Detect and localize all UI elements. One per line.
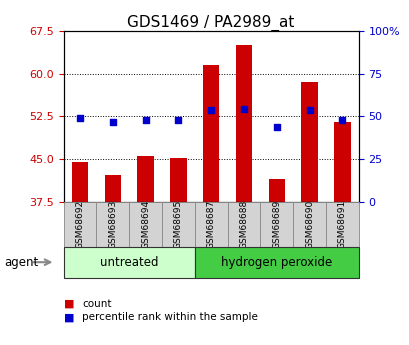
Text: untreated: untreated <box>100 256 158 269</box>
Bar <box>235 45 252 202</box>
Bar <box>63 247 194 278</box>
Point <box>273 124 279 129</box>
Text: GSM68690: GSM68690 <box>304 200 313 249</box>
Bar <box>227 202 260 247</box>
Bar <box>260 202 292 247</box>
Point <box>338 117 345 122</box>
Text: agent: agent <box>4 256 38 269</box>
Bar <box>72 162 88 202</box>
Text: percentile rank within the sample: percentile rank within the sample <box>82 313 257 322</box>
Bar <box>104 175 121 202</box>
Text: ■: ■ <box>63 299 74 308</box>
Text: hydrogen peroxide: hydrogen peroxide <box>220 256 332 269</box>
Point <box>142 117 148 122</box>
Text: GSM68692: GSM68692 <box>75 200 84 249</box>
Text: ■: ■ <box>63 313 74 322</box>
Text: count: count <box>82 299 111 308</box>
Bar <box>162 202 194 247</box>
Point <box>306 107 312 112</box>
Bar <box>96 202 129 247</box>
Point <box>76 115 83 121</box>
Point <box>207 107 214 112</box>
Bar <box>292 202 325 247</box>
Text: GSM68691: GSM68691 <box>337 200 346 249</box>
Text: GSM68695: GSM68695 <box>173 200 182 249</box>
Bar <box>194 202 227 247</box>
Point <box>175 117 181 122</box>
Text: GSM68687: GSM68687 <box>206 200 215 249</box>
Text: GSM68694: GSM68694 <box>141 200 150 249</box>
Bar <box>301 82 317 202</box>
Bar <box>170 158 186 202</box>
Title: GDS1469 / PA2989_at: GDS1469 / PA2989_at <box>127 15 294 31</box>
Text: GSM68688: GSM68688 <box>239 200 248 249</box>
Text: GSM68689: GSM68689 <box>272 200 281 249</box>
Bar <box>194 247 358 278</box>
Bar <box>325 202 358 247</box>
Bar <box>137 156 153 202</box>
Bar <box>129 202 162 247</box>
Bar <box>268 179 284 202</box>
Text: GSM68693: GSM68693 <box>108 200 117 249</box>
Bar <box>333 122 350 202</box>
Bar <box>202 65 219 202</box>
Point <box>109 119 116 124</box>
Point <box>240 106 247 111</box>
Bar <box>63 202 96 247</box>
